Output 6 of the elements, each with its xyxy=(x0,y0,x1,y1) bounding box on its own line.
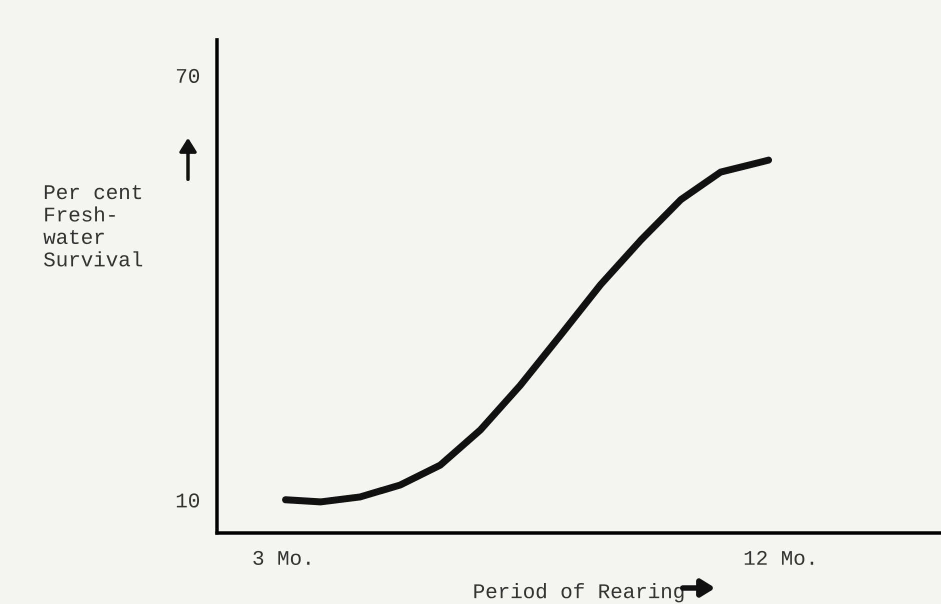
y-axis-title: Per cent Fresh- water Survival xyxy=(43,185,142,267)
x-axis-title: Period of Rearing xyxy=(474,583,684,602)
x-tick-label: 3 Mo. xyxy=(253,550,310,565)
y-tick-label: 70 xyxy=(176,68,200,83)
y-tick-label: 10 xyxy=(176,493,200,508)
x-tick-label: 12 Mo. xyxy=(744,550,814,565)
